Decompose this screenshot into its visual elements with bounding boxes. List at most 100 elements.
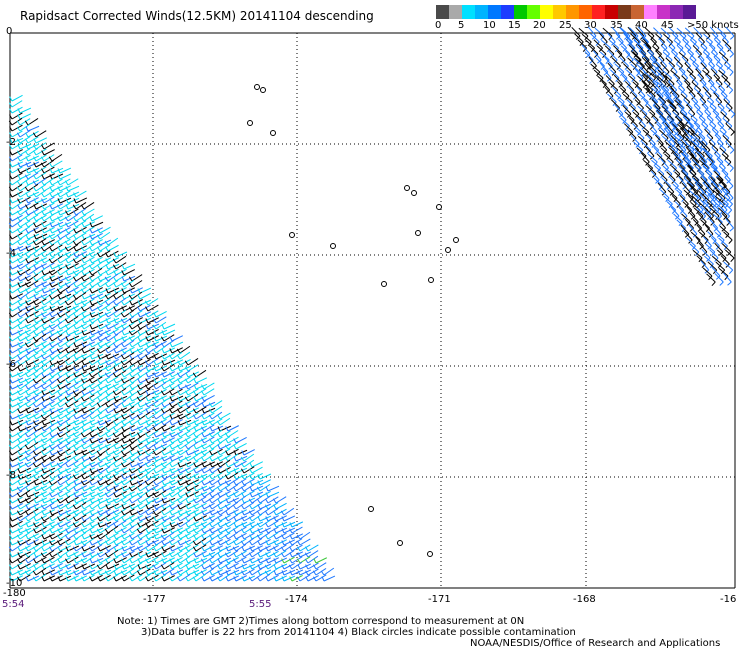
wind-barb bbox=[56, 256, 71, 264]
wind-barb bbox=[160, 363, 175, 372]
island-outline bbox=[427, 551, 433, 557]
wind-barb bbox=[113, 251, 128, 258]
legend-swatch bbox=[514, 5, 527, 19]
wind-barb bbox=[49, 197, 63, 204]
wind-barb bbox=[16, 358, 31, 366]
wind-barb bbox=[57, 575, 72, 582]
wind-barb bbox=[705, 212, 715, 226]
wind-barb bbox=[129, 287, 143, 294]
wind-barb bbox=[81, 545, 96, 552]
wind-barb bbox=[41, 142, 55, 150]
wind-barb bbox=[32, 364, 47, 372]
wind-barb bbox=[128, 562, 143, 570]
wind-barb bbox=[121, 545, 136, 552]
wind-barb bbox=[33, 388, 47, 396]
wind-barb bbox=[657, 69, 668, 83]
wind-barb bbox=[641, 141, 652, 155]
wind-barb bbox=[646, 93, 657, 107]
wind-barb bbox=[137, 424, 151, 432]
wind-barb bbox=[105, 503, 120, 510]
wind-barb bbox=[24, 147, 39, 156]
wind-barb bbox=[137, 382, 151, 390]
wind-barb bbox=[153, 484, 167, 492]
island-outline bbox=[428, 277, 434, 283]
wind-barb bbox=[240, 526, 255, 534]
wind-barb bbox=[49, 575, 63, 582]
wind-barb bbox=[709, 87, 720, 101]
wind-barb bbox=[57, 521, 71, 528]
wind-barb bbox=[241, 557, 255, 564]
wind-barb bbox=[725, 140, 735, 154]
wind-barb bbox=[64, 514, 79, 522]
wind-barb bbox=[152, 381, 167, 390]
island-outline bbox=[445, 247, 451, 253]
wind-barb bbox=[240, 466, 255, 474]
wind-barb bbox=[105, 322, 119, 330]
wind-barb bbox=[40, 291, 55, 300]
wind-barb bbox=[128, 333, 143, 342]
wind-barb bbox=[113, 557, 127, 564]
wind-barb bbox=[49, 509, 64, 516]
wind-barb bbox=[137, 436, 151, 444]
wind-barb bbox=[610, 99, 620, 112]
wind-barb bbox=[56, 459, 71, 468]
wind-barb bbox=[128, 375, 143, 384]
wind-barb bbox=[16, 183, 31, 192]
wind-barb bbox=[184, 429, 199, 438]
wind-barb bbox=[64, 460, 79, 468]
wind-barb bbox=[129, 502, 143, 510]
wind-barb bbox=[104, 333, 119, 342]
wind-barb bbox=[161, 508, 175, 516]
wind-barb bbox=[626, 99, 636, 112]
wind-barb bbox=[696, 207, 706, 221]
wind-barb bbox=[89, 365, 104, 372]
wind-barb bbox=[702, 176, 711, 190]
wind-barb bbox=[113, 322, 127, 330]
wind-barb bbox=[49, 454, 63, 462]
wind-barb bbox=[24, 136, 39, 144]
wind-barb bbox=[24, 249, 39, 258]
wind-barb bbox=[72, 544, 87, 552]
wind-barb bbox=[144, 477, 159, 486]
wind-barb bbox=[128, 525, 143, 534]
wind-barb bbox=[129, 509, 144, 516]
wind-barb bbox=[232, 490, 247, 498]
wind-barb bbox=[80, 285, 95, 294]
wind-barb bbox=[56, 298, 71, 306]
wind-barb bbox=[105, 509, 120, 516]
wind-barb bbox=[272, 496, 287, 504]
wind-barb bbox=[8, 334, 23, 342]
wind-barb bbox=[16, 381, 31, 390]
wind-barb bbox=[692, 188, 702, 202]
wind-barb bbox=[233, 460, 247, 468]
wind-barb bbox=[96, 262, 111, 270]
wind-barb bbox=[32, 274, 47, 282]
wind-barb bbox=[145, 527, 160, 534]
wind-barb bbox=[72, 316, 87, 324]
wind-barb bbox=[177, 514, 191, 522]
wind-barb bbox=[9, 509, 24, 516]
wind-barb bbox=[281, 556, 295, 564]
wind-barb bbox=[200, 490, 215, 498]
wind-barb bbox=[40, 190, 55, 198]
wind-barb bbox=[177, 539, 192, 546]
wind-barb bbox=[698, 242, 708, 256]
wind-barb bbox=[129, 479, 144, 486]
wind-barb bbox=[89, 557, 104, 564]
wind-barb bbox=[65, 191, 80, 198]
wind-barb bbox=[265, 539, 280, 546]
wind-barb bbox=[96, 561, 111, 570]
wind-barb bbox=[201, 515, 215, 522]
wind-barb bbox=[184, 364, 199, 372]
wind-barb bbox=[64, 532, 79, 540]
wind-barb bbox=[104, 424, 119, 432]
wind-barb bbox=[16, 310, 31, 318]
wind-barb bbox=[89, 514, 103, 522]
wind-barb bbox=[225, 538, 239, 546]
wind-barb bbox=[105, 268, 119, 276]
wind-barb bbox=[40, 250, 55, 258]
wind-barb bbox=[161, 412, 175, 420]
wind-barb bbox=[661, 177, 671, 190]
wind-barb bbox=[96, 304, 111, 312]
wind-barb bbox=[32, 172, 47, 180]
